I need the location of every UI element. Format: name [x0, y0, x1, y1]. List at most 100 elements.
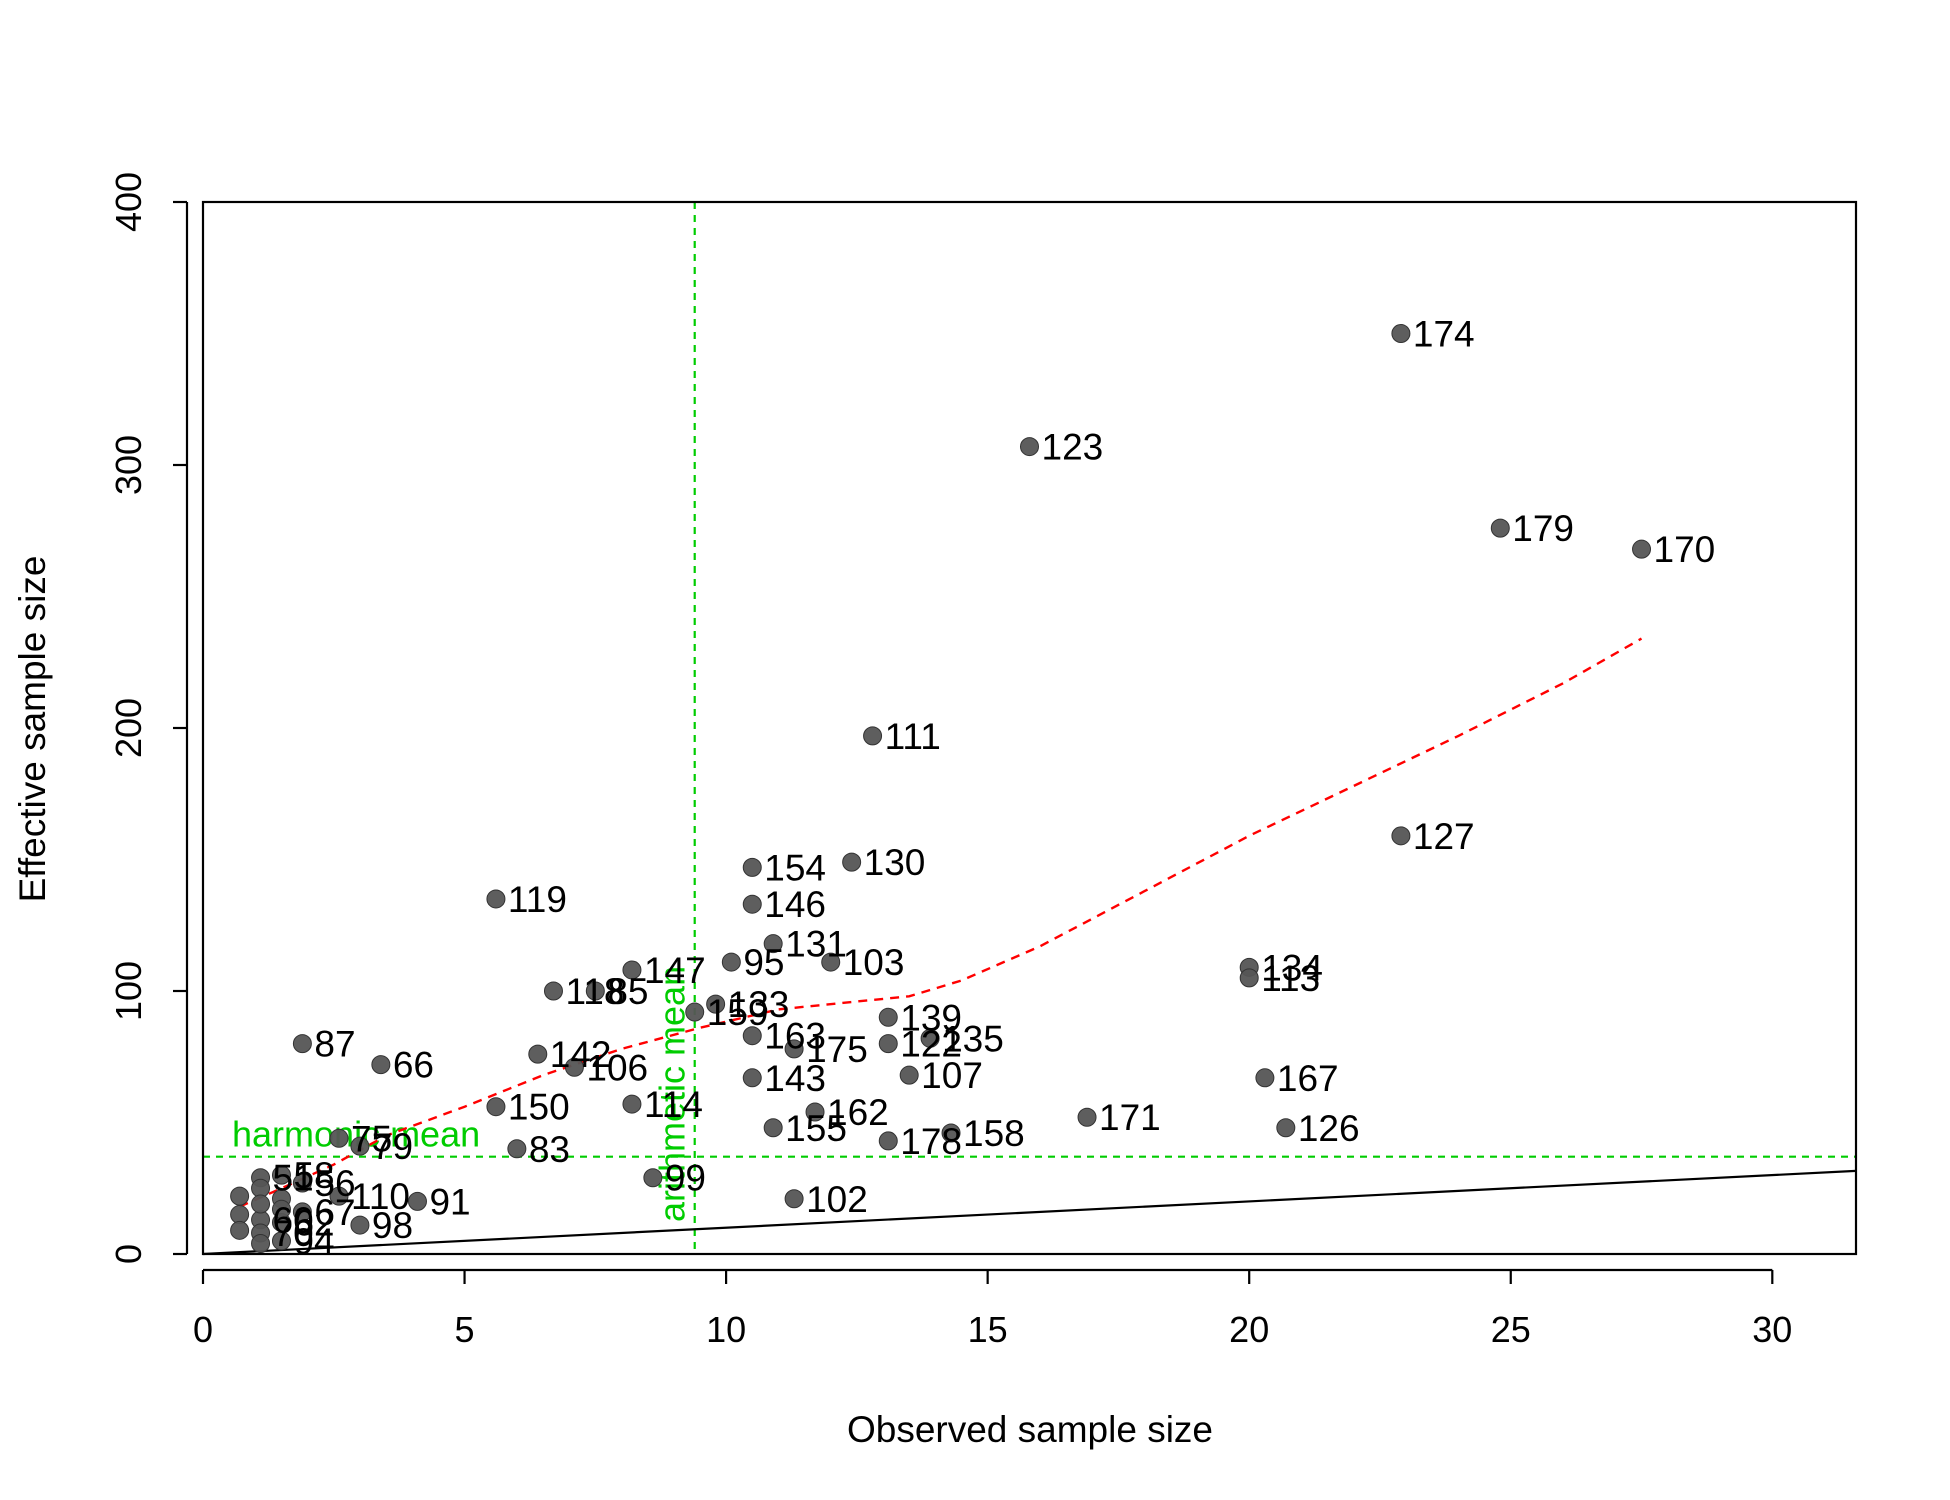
data-point: [784, 1039, 804, 1059]
point-label: 62: [293, 1202, 334, 1243]
data-point: [622, 1094, 642, 1114]
data-point: [528, 1044, 548, 1064]
point-label: 66: [393, 1045, 434, 1086]
point-label: 175: [806, 1029, 868, 1070]
y-tick-label: 0: [108, 1244, 149, 1264]
data-point: [271, 1231, 291, 1251]
data-point: [486, 1097, 506, 1117]
data-point: [371, 1055, 391, 1075]
point-label: 134: [1261, 947, 1323, 988]
point-label: 163: [764, 1016, 826, 1057]
data-point: [878, 1007, 898, 1027]
data-point: [230, 1186, 250, 1206]
x-tick-label: 5: [455, 1309, 475, 1350]
data-point: [1255, 1068, 1275, 1088]
point-label: 118: [565, 971, 624, 1012]
point-label: 51: [273, 1158, 314, 1199]
point-label: 167: [1277, 1058, 1339, 1099]
point-label: 103: [843, 942, 905, 983]
data-point: [763, 934, 783, 954]
data-point: [1020, 437, 1039, 457]
point-label: 139: [900, 997, 962, 1038]
data-point: [543, 981, 563, 1001]
data-point: [920, 1028, 940, 1048]
point-label: 111: [885, 716, 941, 757]
point-label: 83: [529, 1129, 570, 1170]
point-label: 106: [586, 1047, 648, 1088]
data-point: [329, 1128, 349, 1148]
data-point: [564, 1057, 584, 1077]
data-point: [706, 994, 726, 1014]
data-point: [763, 1118, 783, 1138]
plot-frame: [201, 200, 1858, 1256]
point-label: 158: [963, 1113, 1025, 1154]
data-point: [271, 1165, 291, 1185]
point-label: 147: [644, 950, 706, 991]
data-point: [742, 1068, 762, 1088]
point-label: 171: [1099, 1097, 1161, 1138]
point-label: 155: [785, 1108, 847, 1149]
point-label: 75: [351, 1118, 392, 1159]
points-layer: [230, 324, 1652, 1253]
data-point: [878, 1131, 898, 1151]
y-tick-label: 200: [108, 698, 149, 758]
x-tick-label: 25: [1491, 1309, 1531, 1350]
point-label: 170: [1654, 529, 1716, 570]
y-tick-label: 400: [108, 172, 149, 232]
point-label: 107: [921, 1055, 983, 1096]
data-point: [899, 1065, 919, 1085]
data-point: [622, 960, 642, 980]
point-label: 60: [273, 1200, 314, 1241]
data-point: [1632, 539, 1652, 559]
data-point: [1239, 968, 1259, 988]
data-point: [1077, 1107, 1097, 1127]
data-point: [685, 1002, 705, 1022]
data-point: [292, 1202, 312, 1222]
point-label: 162: [827, 1092, 889, 1133]
point-label: 126: [1298, 1108, 1360, 1149]
point-label: 150: [508, 1087, 570, 1128]
x-tick-label: 30: [1752, 1309, 1792, 1350]
point-label: 114: [644, 1084, 703, 1125]
point-label: 94: [293, 1221, 334, 1262]
point-label: 56: [314, 1163, 355, 1204]
data-point: [742, 857, 762, 877]
point-label: 98: [372, 1205, 413, 1246]
data-point: [251, 1194, 271, 1214]
point-label: 143: [764, 1058, 826, 1099]
point-label: 119: [508, 879, 567, 920]
data-point: [271, 1199, 291, 1219]
data-point: [643, 1168, 663, 1188]
data-point: [230, 1220, 250, 1240]
y-tick-label: 100: [108, 961, 149, 1021]
point-label: 131: [785, 924, 847, 965]
data-point: [1490, 518, 1510, 538]
point-label: 67: [314, 1192, 355, 1233]
data-point: [407, 1191, 427, 1211]
point-label: 154: [764, 847, 826, 888]
point-label: 127: [1413, 816, 1475, 857]
data-point: [941, 1123, 961, 1143]
data-point: [251, 1233, 271, 1253]
data-point: [292, 1173, 312, 1193]
data-point: [350, 1136, 370, 1156]
lowess-fit-line: [239, 637, 1643, 1208]
data-point: [292, 1034, 312, 1054]
x-tick-label: 15: [968, 1309, 1008, 1350]
point-label: 85: [607, 971, 648, 1012]
fit-lines: [202, 637, 1857, 1256]
y-tick-label: 300: [108, 435, 149, 495]
data-point: [742, 1026, 762, 1046]
point-label: 146: [764, 884, 826, 925]
reference-lines: harmonic mean arithmetic mean: [203, 202, 1856, 1254]
point-label: 79: [372, 1126, 413, 1167]
x-tick-label: 20: [1229, 1309, 1269, 1350]
point-label: 142: [550, 1034, 612, 1075]
data-point: [329, 1186, 349, 1206]
data-point: [842, 852, 862, 872]
point-label: 133: [728, 984, 790, 1025]
point-label: 58: [293, 1155, 334, 1196]
